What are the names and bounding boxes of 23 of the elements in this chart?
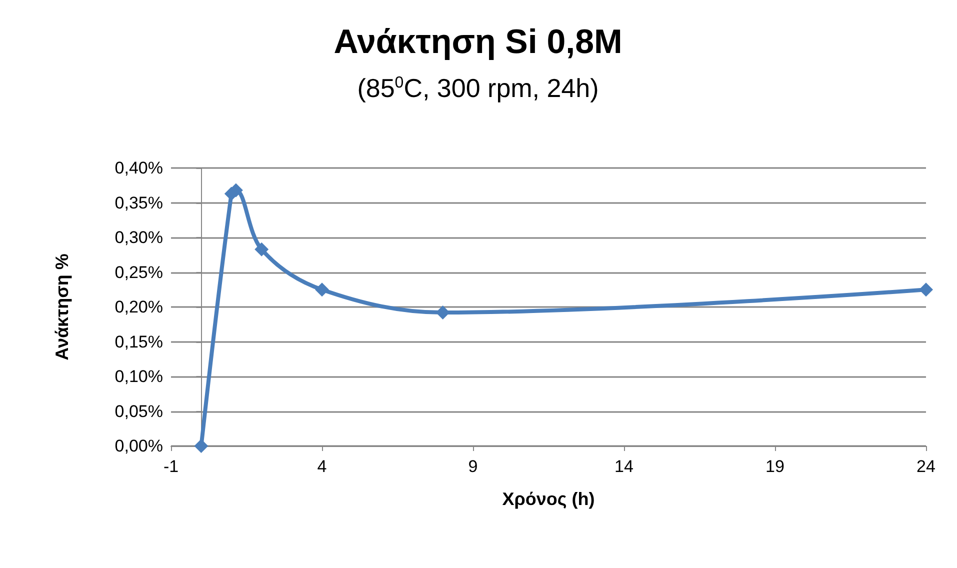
point [919,282,933,297]
y-tick-label: 0,20% [114,298,163,316]
point [315,282,329,297]
x-axis-title: Χρόνος (h) [502,489,595,509]
x-tick-label: 19 [766,457,784,476]
x-tick-label: -1 [163,457,179,476]
x-tick-label: 14 [614,457,634,476]
x-tick-label: 24 [916,457,936,476]
y-tick-label: 0,00% [114,436,163,456]
y-axis-title: Ανάκτηση % [52,254,72,360]
point [436,306,450,320]
y-tick-label: 0,25% [114,262,163,282]
y-tick-label: 0,05% [114,402,163,421]
point [254,242,269,256]
y-tick-label: 0,30% [114,228,163,247]
y-tick-label: 0,35% [114,193,163,212]
y-tick-label: 0,40% [114,158,163,178]
y-tick-label: 0,10% [114,367,163,386]
chart-title: Ανάκτηση Si 0,8M [334,23,622,61]
x-tick-label: 4 [317,457,327,476]
y-tick-label: 0,15% [114,332,163,352]
point [194,439,208,453]
x-tick-label: 9 [468,457,478,476]
